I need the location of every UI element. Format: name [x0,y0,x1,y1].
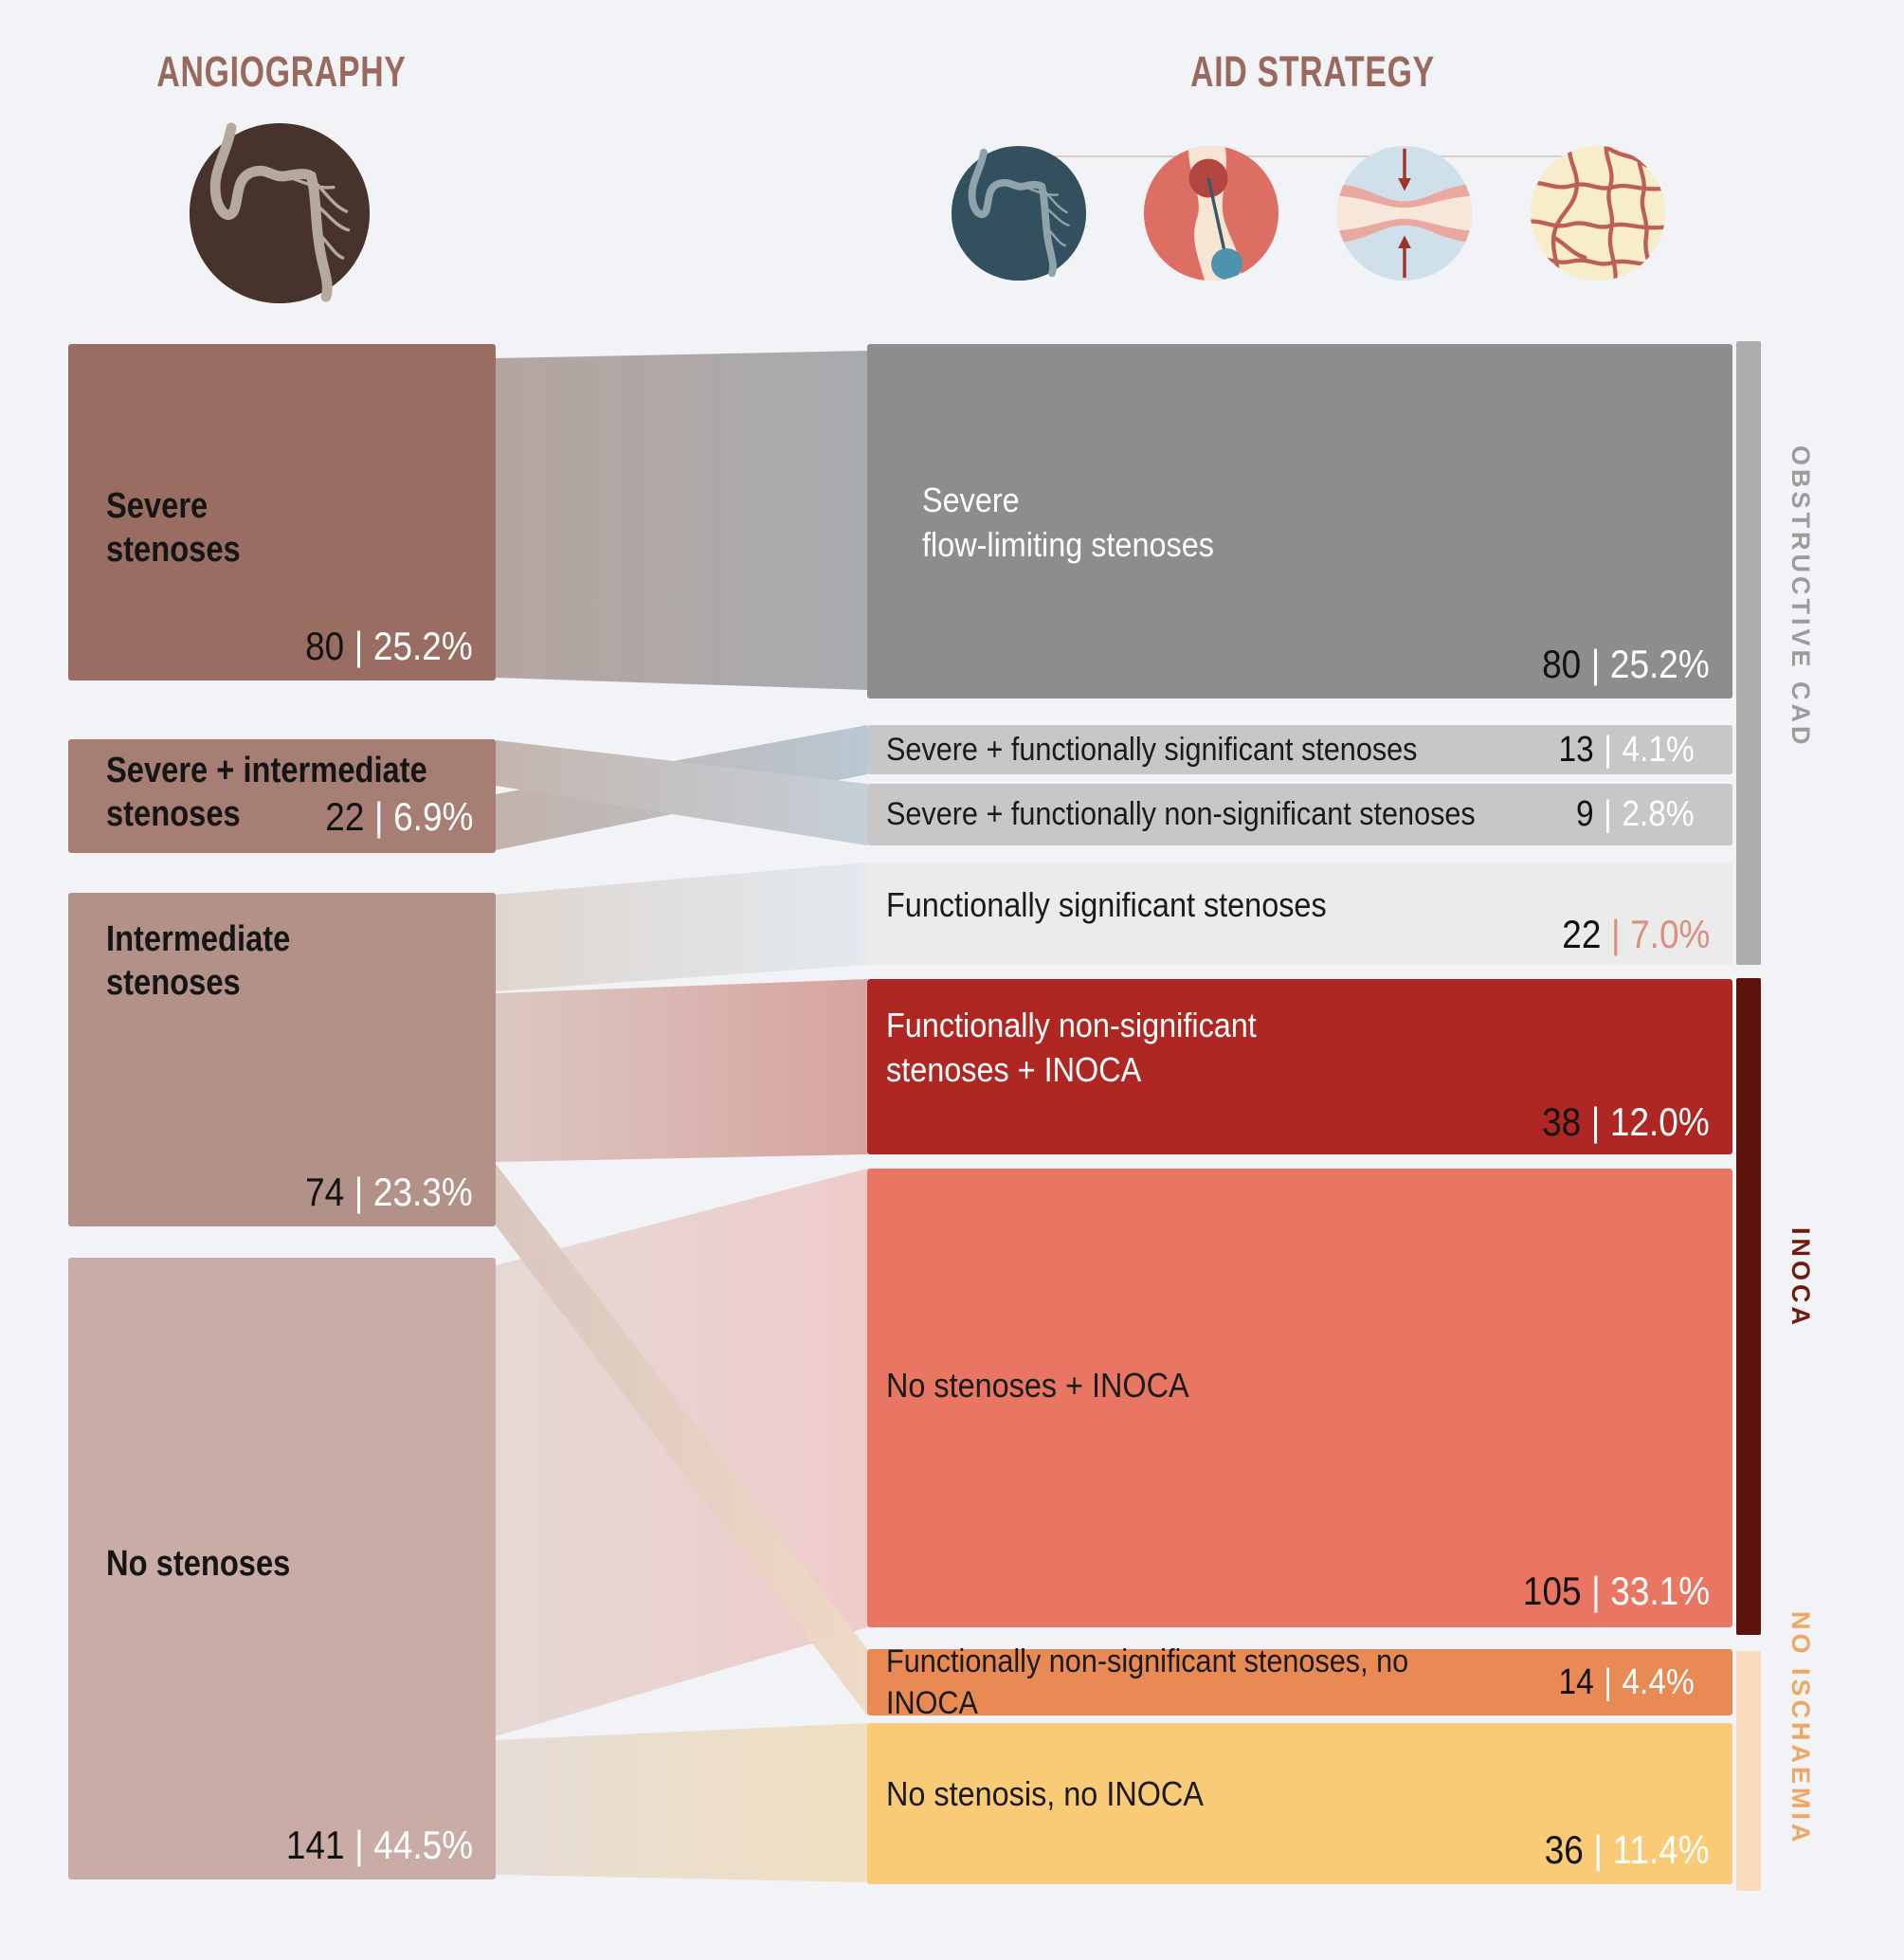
count: 105 [1522,1569,1582,1613]
no-ischaemia-label: NO ISCHAEMIA [1786,1611,1815,1846]
node-value: 14 | 4.4% [1559,1662,1695,1703]
percent: 12.0% [1610,1099,1710,1144]
node-label: No stenosis, no INOCA [886,1774,1204,1813]
percent: 11.4% [1612,1827,1710,1872]
coronary-angiogram-icon [189,122,371,304]
node-no-stenosis-no-inoca: No stenosis, no INOCA 36 | 11.4% [867,1723,1732,1884]
node-severe-flow-limiting-stenoses: Severe flow-limiting stenoses 80 | 25.2% [867,344,1732,699]
count: 14 [1558,1661,1594,1702]
flow-severe-intermediate-to-functionally-non-significant [496,740,867,845]
node-value: 36 | 11.4% [1545,1827,1710,1873]
percent: 23.3% [373,1170,473,1214]
node-label: Severe flow-limiting stenoses [922,481,1214,564]
node-value: 22 | 6.9% [325,794,473,840]
flow-intermediate-to-functionally-significant [496,862,867,991]
no-ischaemia-bar [1736,1651,1761,1891]
value-divider: | [1604,1661,1613,1702]
value-divider: | [1604,729,1613,770]
count: 80 [305,624,345,668]
count: 38 [1542,1099,1582,1144]
node-label: Intermediate stenoses [106,919,291,1004]
pressure-wire-icon [1143,145,1279,281]
value-divider: | [354,1823,364,1867]
percent: 6.9% [392,794,473,839]
value-divider: | [1591,1099,1601,1144]
count: 141 [285,1823,345,1867]
inoca-bar [1736,978,1761,1635]
node-fns-stenoses-inoca: Functionally non-significant stenoses + … [867,979,1732,1154]
percent: 2.8% [1622,794,1695,834]
node-value: 13 | 4.1% [1559,730,1695,771]
count: 13 [1558,729,1594,770]
angiography-title: ANGIOGRAPHY [156,47,407,96]
flow-limiting-stenosis-icon [1336,145,1473,281]
node-label: Severe stenoses [106,486,241,571]
node-fns-stenoses-no-inoca: Functionally non-significant stenoses, n… [867,1643,1732,1721]
node-severe-intermediate-stenoses: Severe + intermediate stenoses 22 | 6.9% [68,739,496,853]
aid-coronary-angiogram-icon [951,145,1087,281]
node-value: 105 | 33.1% [1523,1569,1710,1614]
node-label: Severe + functionally non-significant st… [886,796,1476,833]
node-severe-stenoses: Severe stenoses 80 | 25.2% [68,344,496,681]
percent: 44.5% [373,1823,473,1867]
node-label: Severe + functionally significant stenos… [886,731,1418,768]
node-value: 80 | 25.2% [305,624,473,669]
obstructive-cad-bar [1736,341,1761,965]
percent: 4.4% [1622,1661,1695,1702]
flow-intermediate-to-fns-no-inoca [496,1164,867,1715]
count: 22 [1561,912,1602,956]
aid-strategy-title: AID STRATEGY [1190,47,1435,96]
node-intermediate-stenoses: Intermediate stenoses 74 | 23.3% [68,893,496,1226]
node-value: 141 | 44.5% [286,1823,473,1868]
value-divider: | [354,624,364,668]
count: 22 [324,794,365,839]
percent: 25.2% [373,624,473,668]
node-value: 38 | 12.0% [1542,1099,1710,1145]
percent: 33.1% [1610,1569,1710,1613]
node-label: No stenoses + INOCA [886,1366,1189,1405]
value-divider: | [1604,794,1613,834]
flow-severe-to-severe-flow-limiting [496,351,867,690]
microvasculature-icon [1530,145,1666,281]
aid-strategy-divider-line [1043,155,1583,157]
node-severe-functionally-significant: Severe + functionally significant stenos… [867,725,1732,774]
node-value: 22 | 7.0% [1562,912,1710,957]
node-label: Functionally non-significant stenoses + … [886,1006,1257,1089]
node-label: Severe + intermediate stenoses [106,751,427,835]
node-no-stenoses: No stenoses 141 | 44.5% [68,1258,496,1879]
inoca-label: INOCA [1786,1227,1815,1329]
value-divider: | [1591,1569,1601,1613]
value-divider: | [1591,642,1601,686]
percent: 25.2% [1610,642,1710,686]
count: 9 [1576,794,1594,834]
node-no-stenoses-inoca: No stenoses + INOCA 105 | 33.1% [867,1169,1732,1627]
value-divider: | [1593,1827,1604,1872]
value-divider: | [1610,912,1621,956]
value-divider: | [373,794,384,839]
count: 36 [1545,1827,1585,1872]
node-label: Functionally non-significant stenoses, n… [886,1642,1409,1721]
count: 80 [1542,642,1582,686]
node-value: 9 | 2.8% [1576,794,1695,835]
percent: 7.0% [1629,912,1710,956]
node-value: 74 | 23.3% [305,1170,473,1215]
flow-no-stenoses-to-no-inoca [496,1723,867,1882]
value-divider: | [354,1170,364,1214]
node-value: 80 | 25.2% [1542,642,1710,687]
flow-intermediate-to-fns-inoca [496,979,867,1162]
percent: 4.1% [1622,729,1695,770]
node-severe-functionally-non-significant: Severe + functionally non-significant st… [867,784,1732,845]
node-label: No stenoses [106,1544,291,1584]
node-functionally-significant-stenoses: Functionally significant stenoses 22 | 7.0… [867,862,1732,965]
count: 74 [305,1170,345,1214]
node-label: Functionally significant stenoses [886,885,1327,924]
obstructive-cad-label: OBSTRUCTIVE CAD [1786,445,1815,749]
